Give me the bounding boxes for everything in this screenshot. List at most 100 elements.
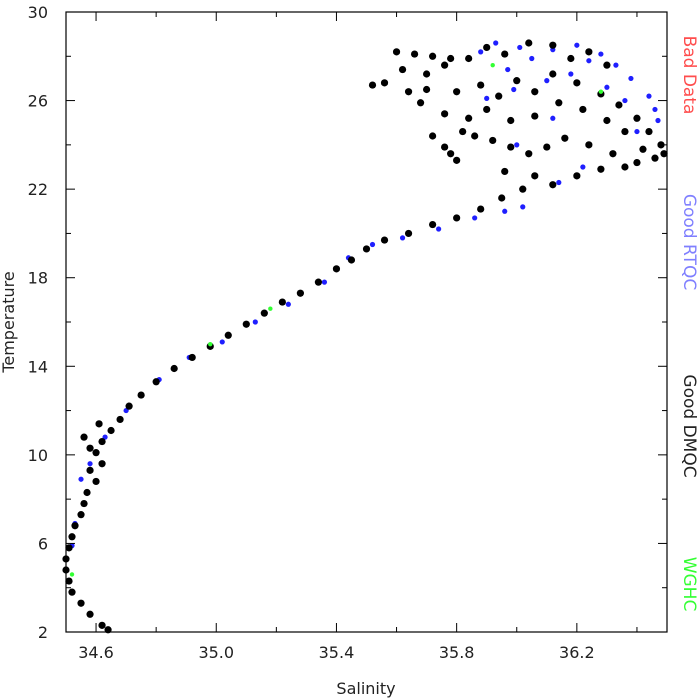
scatter-point-good-dmqc bbox=[507, 116, 515, 125]
scatter-point-good-dmqc bbox=[170, 364, 178, 373]
scatter-point-wghc bbox=[490, 62, 495, 68]
scatter-point-good-dmqc bbox=[651, 154, 659, 162]
scatter-point-good-dmqc bbox=[86, 610, 94, 618]
scatter-point-good-rtqc bbox=[511, 86, 517, 93]
scatter-point-good-rtqc bbox=[574, 42, 580, 48]
scatter-point-good-dmqc bbox=[98, 460, 106, 468]
scatter-point-good-dmqc bbox=[573, 172, 581, 180]
scatter-point-good-rtqc bbox=[478, 49, 484, 55]
scatter-point-good-rtqc bbox=[550, 115, 556, 121]
scatter-point-good-dmqc bbox=[543, 143, 551, 151]
scatter-point-good-dmqc bbox=[633, 114, 641, 122]
scatter-point-good-rtqc bbox=[556, 179, 562, 186]
scatter-point-good-dmqc bbox=[501, 50, 509, 58]
scatter-point-good-rtqc bbox=[87, 461, 93, 467]
scatter-point-good-dmqc bbox=[68, 533, 76, 541]
scatter-point-good-dmqc bbox=[621, 127, 629, 136]
scatter-point-good-dmqc bbox=[567, 54, 575, 63]
scatter-point-good-dmqc bbox=[362, 245, 371, 253]
scatter-point-good-dmqc bbox=[116, 415, 124, 424]
scatter-point-good-dmqc bbox=[380, 236, 389, 244]
scatter-point-good-dmqc bbox=[77, 511, 85, 519]
scatter-point-good-rtqc bbox=[219, 339, 225, 345]
scatter-point-good-dmqc bbox=[441, 61, 449, 69]
scatter-point-good-rtqc bbox=[436, 226, 442, 232]
scatter-point-good-dmqc bbox=[660, 150, 668, 158]
scatter-point-wghc bbox=[268, 306, 273, 311]
scatter-point-good-dmqc bbox=[495, 92, 503, 100]
y-tick-label: 26 bbox=[28, 92, 48, 111]
scatter-point-good-dmqc bbox=[423, 85, 431, 94]
scatter-point-good-dmqc bbox=[98, 621, 106, 629]
scatter-point-good-rtqc bbox=[544, 78, 550, 84]
scatter-point-wghc bbox=[598, 89, 604, 94]
scatter-point-good-dmqc bbox=[137, 391, 145, 399]
scatter-point-good-dmqc bbox=[416, 99, 425, 107]
scatter-point-good-rtqc bbox=[613, 62, 619, 68]
scatter-point-good-dmqc bbox=[260, 309, 268, 317]
scatter-point-good-dmqc bbox=[483, 43, 491, 52]
scatter-point-good-dmqc bbox=[477, 205, 485, 213]
y-tick-label: 22 bbox=[28, 180, 48, 199]
scatter-point-good-rtqc bbox=[472, 215, 478, 221]
scatter-point-good-dmqc bbox=[519, 185, 527, 193]
scatter-point-good-dmqc bbox=[398, 65, 407, 74]
scatter-point-good-dmqc bbox=[188, 353, 196, 362]
scatter-point-good-rtqc bbox=[655, 117, 661, 124]
legend-good-rtqc: Good RTQC bbox=[679, 194, 699, 290]
scatter-point-good-dmqc bbox=[645, 127, 653, 136]
scatter-point-good-dmqc bbox=[242, 320, 250, 328]
scatter-point-good-dmqc bbox=[459, 127, 467, 136]
y-tick-label: 10 bbox=[28, 446, 48, 465]
scatter-point-good-dmqc bbox=[561, 134, 569, 142]
scatter-point-good-dmqc bbox=[465, 54, 473, 63]
x-tick-label: 35.4 bbox=[319, 643, 355, 662]
scatter-point-good-dmqc bbox=[125, 402, 133, 410]
scatter-point-good-dmqc bbox=[92, 449, 100, 457]
scatter-point-good-dmqc bbox=[639, 145, 647, 153]
scatter-point-good-dmqc bbox=[453, 88, 461, 96]
scatter-point-good-dmqc bbox=[597, 165, 605, 173]
y-tick-label: 14 bbox=[28, 357, 48, 376]
scatter-point-good-dmqc bbox=[92, 477, 100, 486]
scatter-point-good-dmqc bbox=[65, 544, 73, 552]
x-tick-label: 36.2 bbox=[559, 643, 595, 662]
scatter-point-good-dmqc bbox=[410, 50, 419, 58]
scatter-point-good-dmqc bbox=[549, 70, 557, 78]
scatter-point-good-dmqc bbox=[531, 88, 539, 96]
y-axis-title: Temperature bbox=[0, 271, 18, 373]
scatter-point-good-dmqc bbox=[513, 77, 521, 85]
x-axis-title: Salinity bbox=[336, 679, 395, 698]
scatter-point-good-dmqc bbox=[392, 48, 401, 56]
scatter-point-good-rtqc bbox=[520, 204, 526, 210]
scatter-points bbox=[62, 39, 668, 634]
scatter-point-good-rtqc bbox=[628, 75, 634, 82]
scatter-point-good-dmqc bbox=[573, 79, 581, 87]
scatter-point-good-dmqc bbox=[453, 156, 461, 164]
scatter-point-good-dmqc bbox=[429, 132, 437, 140]
scatter-point-good-rtqc bbox=[514, 142, 520, 148]
scatter-point-good-rtqc bbox=[484, 95, 490, 101]
scatter-point-good-rtqc bbox=[78, 476, 84, 482]
scatter-point-good-dmqc bbox=[404, 88, 413, 96]
scatter-point-good-dmqc bbox=[615, 101, 623, 109]
scatter-point-good-rtqc bbox=[529, 55, 535, 62]
scatter-point-wghc bbox=[69, 572, 75, 577]
scatter-point-good-dmqc bbox=[531, 112, 539, 120]
scatter-point-good-dmqc bbox=[107, 426, 115, 435]
scatter-point-good-dmqc bbox=[447, 54, 455, 63]
scatter-point-good-rtqc bbox=[634, 128, 640, 135]
scatter-point-good-dmqc bbox=[71, 522, 79, 530]
scatter-point-good-dmqc bbox=[423, 70, 431, 78]
scatter-point-good-dmqc bbox=[80, 433, 88, 441]
scatter-point-good-dmqc bbox=[332, 265, 341, 273]
scatter-point-good-rtqc bbox=[505, 66, 511, 73]
scatter-point-good-rtqc bbox=[493, 40, 499, 46]
scatter-point-good-dmqc bbox=[609, 150, 617, 158]
scatter-point-good-dmqc bbox=[80, 499, 88, 508]
scatter-point-good-dmqc bbox=[296, 289, 304, 297]
scatter-point-good-dmqc bbox=[83, 488, 91, 497]
scatter-point-good-dmqc bbox=[380, 79, 389, 87]
scatter-point-good-dmqc bbox=[585, 48, 593, 56]
scatter-point-good-dmqc bbox=[68, 588, 76, 596]
